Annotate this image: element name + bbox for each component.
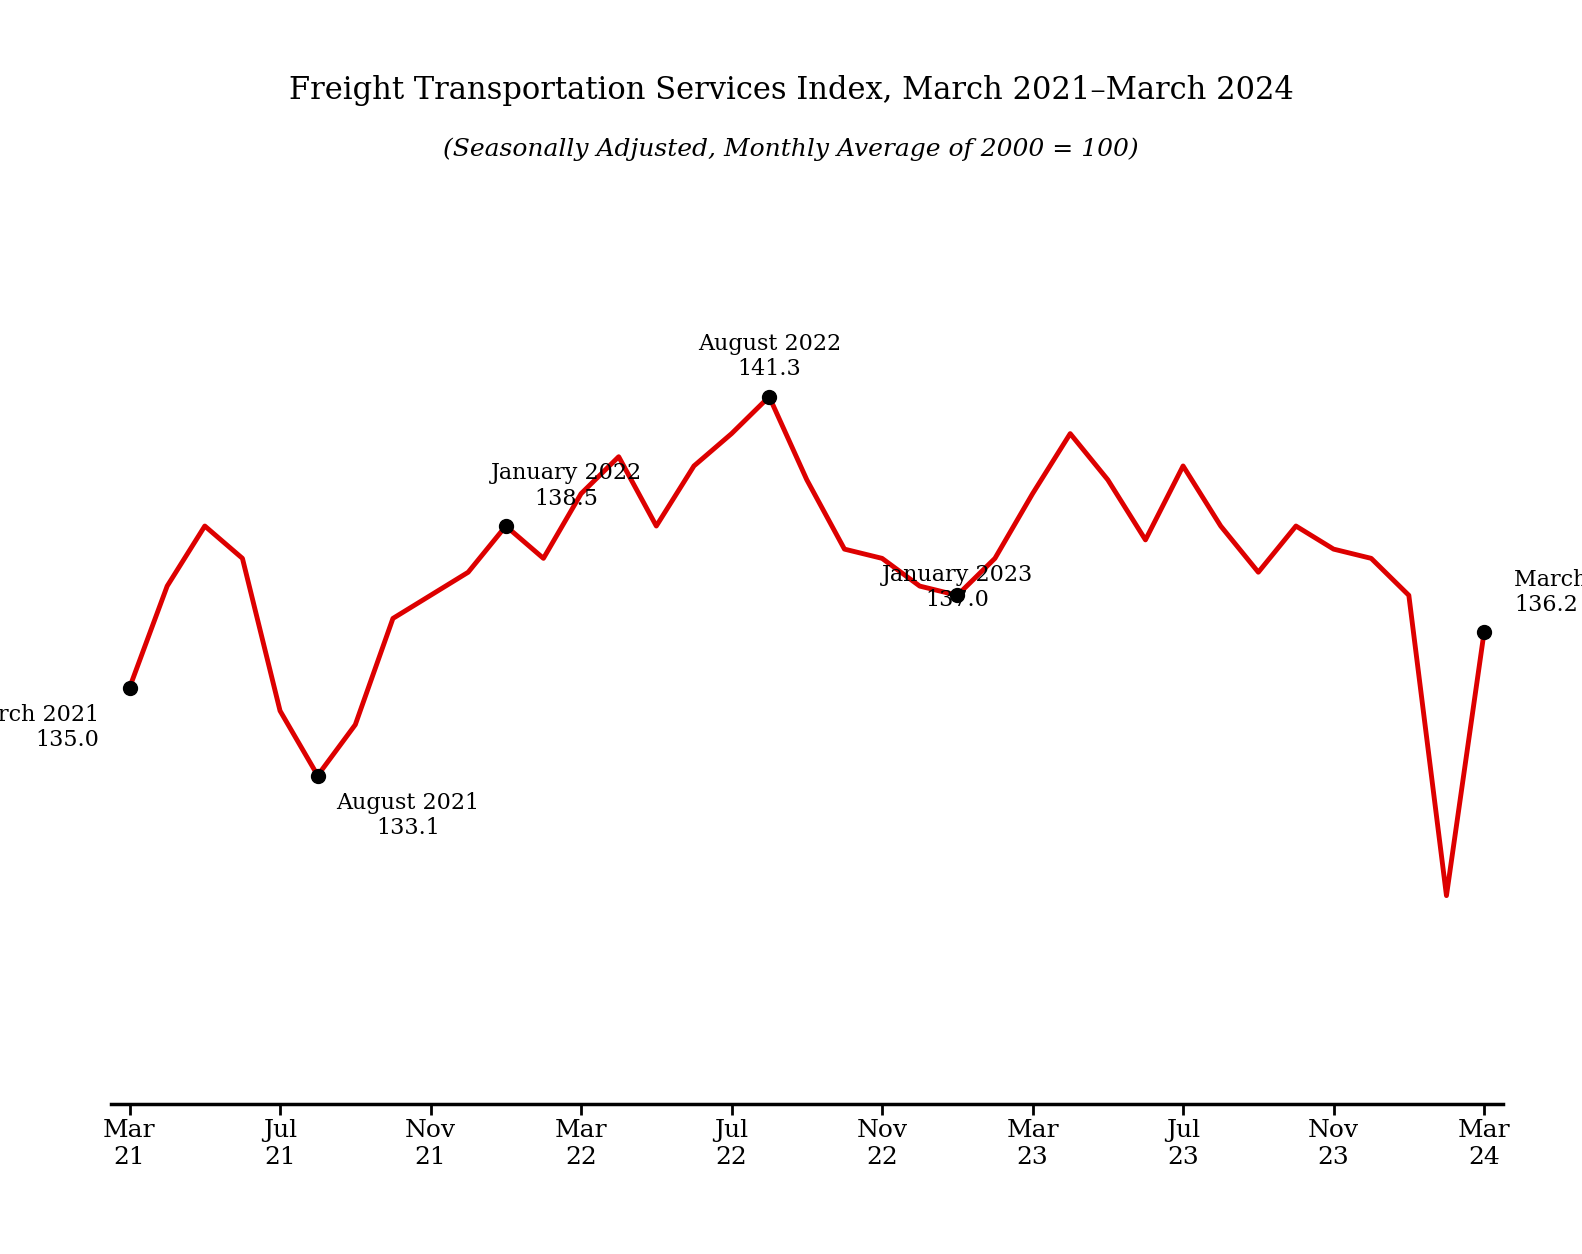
Text: Freight Transportation Services Index, March 2021–March 2024: Freight Transportation Services Index, M… [288, 75, 1294, 107]
Text: March 2021
135.0: March 2021 135.0 [0, 703, 100, 751]
Text: (Seasonally Adjusted, Monthly Average of 2000 = 100): (Seasonally Adjusted, Monthly Average of… [443, 138, 1139, 162]
Text: March 2024
136.2: March 2024 136.2 [1514, 569, 1582, 616]
Text: August 2021
133.1: August 2021 133.1 [337, 791, 479, 839]
Text: August 2022
141.3: August 2022 141.3 [698, 334, 840, 380]
Text: January 2022
138.5: January 2022 138.5 [490, 463, 642, 510]
Text: January 2023
137.0: January 2023 137.0 [881, 564, 1033, 612]
